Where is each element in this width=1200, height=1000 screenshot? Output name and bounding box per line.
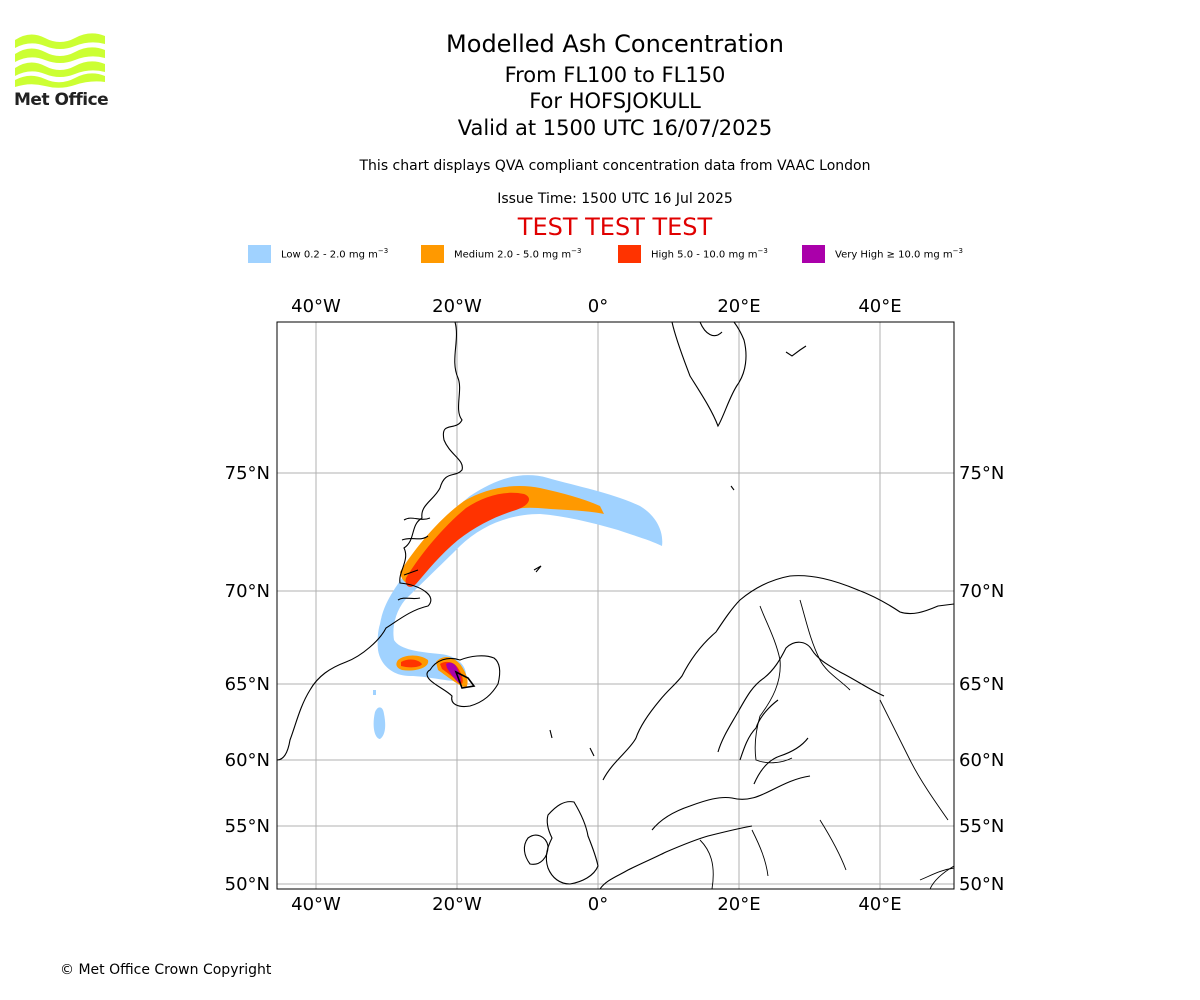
- lon-tick-label-top: 20°W: [432, 296, 482, 317]
- logo-text: Met Office: [14, 90, 109, 110]
- legend-label-low: Low 0.2 - 2.0 mg m−3: [281, 247, 389, 261]
- legend-item-very-high: Very High ≥ 10.0 mg m−3: [802, 244, 963, 264]
- lon-tick-label-top: 20°E: [717, 296, 760, 317]
- lat-tick-label-right: 70°N: [959, 581, 1004, 602]
- lon-tick-label-bottom: 0°: [588, 894, 608, 915]
- lat-tick-label-left: 75°N: [225, 463, 270, 484]
- met-office-wave-icon: [15, 33, 105, 88]
- lon-tick-label-top: 40°W: [291, 296, 341, 317]
- legend-swatch-very-high: [802, 245, 825, 263]
- lon-tick-label-top: 0°: [588, 296, 608, 317]
- legend-swatch-low: [248, 245, 271, 263]
- valid-time: Valid at 1500 UTC 16/07/2025: [457, 116, 773, 140]
- copyright-notice: © Met Office Crown Copyright: [60, 962, 272, 978]
- legend-label-medium: Medium 2.0 - 5.0 mg m−3: [454, 247, 582, 261]
- ash-area-very-high: [446, 662, 461, 684]
- legend-item-medium: Medium 2.0 - 5.0 mg m−3: [421, 244, 581, 264]
- met-office-logo: Met Office: [14, 30, 109, 112]
- flight-level-range: From FL100 to FL150: [504, 63, 726, 87]
- lon-tick-label-bottom: 40°E: [858, 894, 901, 915]
- legend-swatch-high: [618, 245, 641, 263]
- lon-tick-label-bottom: 40°W: [291, 894, 341, 915]
- legend-item-low: Low 0.2 - 2.0 mg m−3: [248, 244, 388, 264]
- issue-time: Issue Time: 1500 UTC 16 Jul 2025: [497, 191, 733, 207]
- lon-tick-label-top: 40°E: [858, 296, 901, 317]
- legend-swatch-medium: [421, 245, 444, 263]
- lat-tick-label-right: 65°N: [959, 674, 1004, 695]
- lat-tick-label-right: 55°N: [959, 816, 1004, 837]
- description-text: This chart displays QVA compliant concen…: [359, 158, 871, 174]
- lat-tick-label-right: 75°N: [959, 463, 1004, 484]
- lat-tick-label-left: 65°N: [225, 674, 270, 695]
- lat-tick-label-left: 60°N: [225, 750, 270, 771]
- lat-tick-label-right: 50°N: [959, 874, 1004, 895]
- lat-tick-label-right: 60°N: [959, 750, 1004, 771]
- volcano-name: For HOFSJOKULL: [529, 89, 701, 113]
- legend-label-very-high: Very High ≥ 10.0 mg m−3: [835, 247, 963, 261]
- lat-tick-label-left: 50°N: [225, 874, 270, 895]
- lat-tick-label-left: 70°N: [225, 581, 270, 602]
- lat-tick-label-left: 55°N: [225, 816, 270, 837]
- coastlines: [277, 322, 954, 889]
- map-tick-labels: 40°W 40°W 20°W 20°W 0° 0° 20°E 20°E 40°E 40°E 75°N…: [225, 296, 1005, 915]
- lon-tick-label-bottom: 20°W: [432, 894, 482, 915]
- map-gridlines: [277, 322, 954, 889]
- map-frame: [276, 321, 955, 890]
- lon-tick-label-bottom: 20°E: [717, 894, 760, 915]
- legend-item-high: High 5.0 - 10.0 mg m−3: [618, 244, 768, 264]
- map-background: [277, 322, 954, 889]
- test-banner: TEST TEST TEST: [517, 213, 713, 241]
- chart-title: Modelled Ash Concentration: [446, 30, 784, 58]
- legend-label-high: High 5.0 - 10.0 mg m−3: [651, 247, 768, 261]
